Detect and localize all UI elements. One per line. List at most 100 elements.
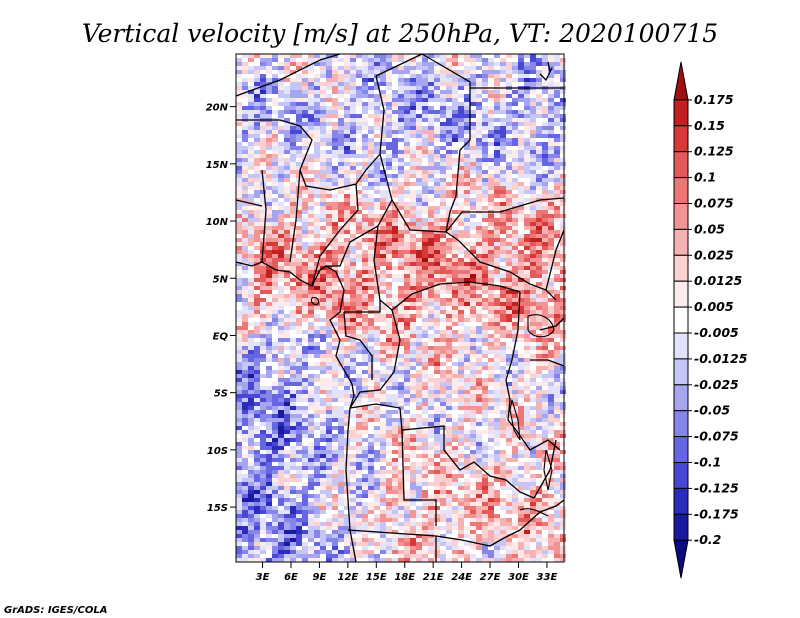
field-cell <box>452 66 458 70</box>
field-cell <box>272 62 278 66</box>
field-cell <box>272 398 278 402</box>
field-cell <box>278 190 284 194</box>
field-cell <box>530 238 536 242</box>
field-cell <box>344 94 350 98</box>
field-cell <box>350 206 356 210</box>
field-cell <box>284 110 290 114</box>
field-cell <box>518 146 524 150</box>
field-cell <box>320 134 326 138</box>
field-cell <box>374 222 380 226</box>
field-cell <box>512 350 518 354</box>
field-cell <box>398 94 404 98</box>
field-cell <box>524 98 530 102</box>
field-cell <box>296 214 302 218</box>
field-cell <box>500 250 506 254</box>
field-cell <box>428 366 434 370</box>
field-cell <box>242 246 248 250</box>
field-cell <box>236 202 242 206</box>
field-cell <box>434 402 440 406</box>
field-cell <box>398 350 404 354</box>
field-cell <box>236 274 242 278</box>
field-cell <box>536 398 542 402</box>
field-cell <box>500 390 506 394</box>
field-cell <box>482 286 488 290</box>
field-cell <box>356 250 362 254</box>
field-cell <box>440 150 446 154</box>
field-cell <box>398 86 404 90</box>
field-cell <box>308 198 314 202</box>
field-cell <box>272 106 278 110</box>
field-cell <box>500 194 506 198</box>
field-cell <box>266 358 272 362</box>
field-cell <box>332 226 338 230</box>
field-cell <box>440 74 446 78</box>
field-cell <box>470 58 476 62</box>
field-cell <box>506 338 512 342</box>
field-cell <box>536 74 542 78</box>
field-cell <box>458 194 464 198</box>
field-cell <box>512 382 518 386</box>
field-cell <box>482 406 488 410</box>
field-cell <box>452 178 458 182</box>
field-cell <box>326 254 332 258</box>
field-cell <box>380 298 386 302</box>
field-cell <box>284 330 290 334</box>
field-cell <box>260 306 266 310</box>
field-cell <box>428 114 434 118</box>
field-cell <box>386 230 392 234</box>
field-cell <box>446 170 452 174</box>
field-cell <box>494 370 500 374</box>
field-cell <box>290 374 296 378</box>
field-cell <box>374 258 380 262</box>
field-cell <box>488 182 494 186</box>
field-cell <box>302 78 308 82</box>
field-cell <box>422 294 428 298</box>
field-cell <box>326 390 332 394</box>
field-cell <box>278 154 284 158</box>
field-cell <box>380 310 386 314</box>
field-cell <box>332 266 338 270</box>
field-cell <box>332 58 338 62</box>
field-cell <box>494 338 500 342</box>
field-cell <box>422 354 428 358</box>
field-cell <box>428 298 434 302</box>
field-cell <box>260 138 266 142</box>
field-cell <box>488 334 494 338</box>
field-cell <box>446 298 452 302</box>
field-cell <box>416 346 422 350</box>
field-cell <box>284 250 290 254</box>
field-cell <box>512 106 518 110</box>
field-cell <box>536 306 542 310</box>
field-cell <box>326 378 332 382</box>
field-cell <box>344 214 350 218</box>
field-cell <box>506 174 512 178</box>
field-cell <box>524 158 530 162</box>
field-cell <box>410 170 416 174</box>
field-cell <box>488 98 494 102</box>
field-cell <box>548 98 554 102</box>
field-cell <box>392 90 398 94</box>
field-cell <box>524 310 530 314</box>
field-cell <box>320 386 326 390</box>
field-cell <box>302 70 308 74</box>
field-cell <box>254 278 260 282</box>
field-cell <box>278 114 284 118</box>
field-cell <box>404 230 410 234</box>
field-cell <box>290 286 296 290</box>
field-cell <box>242 226 248 230</box>
field-cell <box>464 266 470 270</box>
field-cell <box>350 354 356 358</box>
field-cell <box>248 166 254 170</box>
field-cell <box>512 146 518 150</box>
field-cell <box>440 202 446 206</box>
field-cell <box>518 130 524 134</box>
field-cell <box>482 338 488 342</box>
field-cell <box>362 294 368 298</box>
field-cell <box>326 302 332 306</box>
field-cell <box>278 186 284 190</box>
field-cell <box>458 346 464 350</box>
field-cell <box>326 102 332 106</box>
field-cell <box>392 214 398 218</box>
field-cell <box>476 322 482 326</box>
field-cell <box>332 386 338 390</box>
